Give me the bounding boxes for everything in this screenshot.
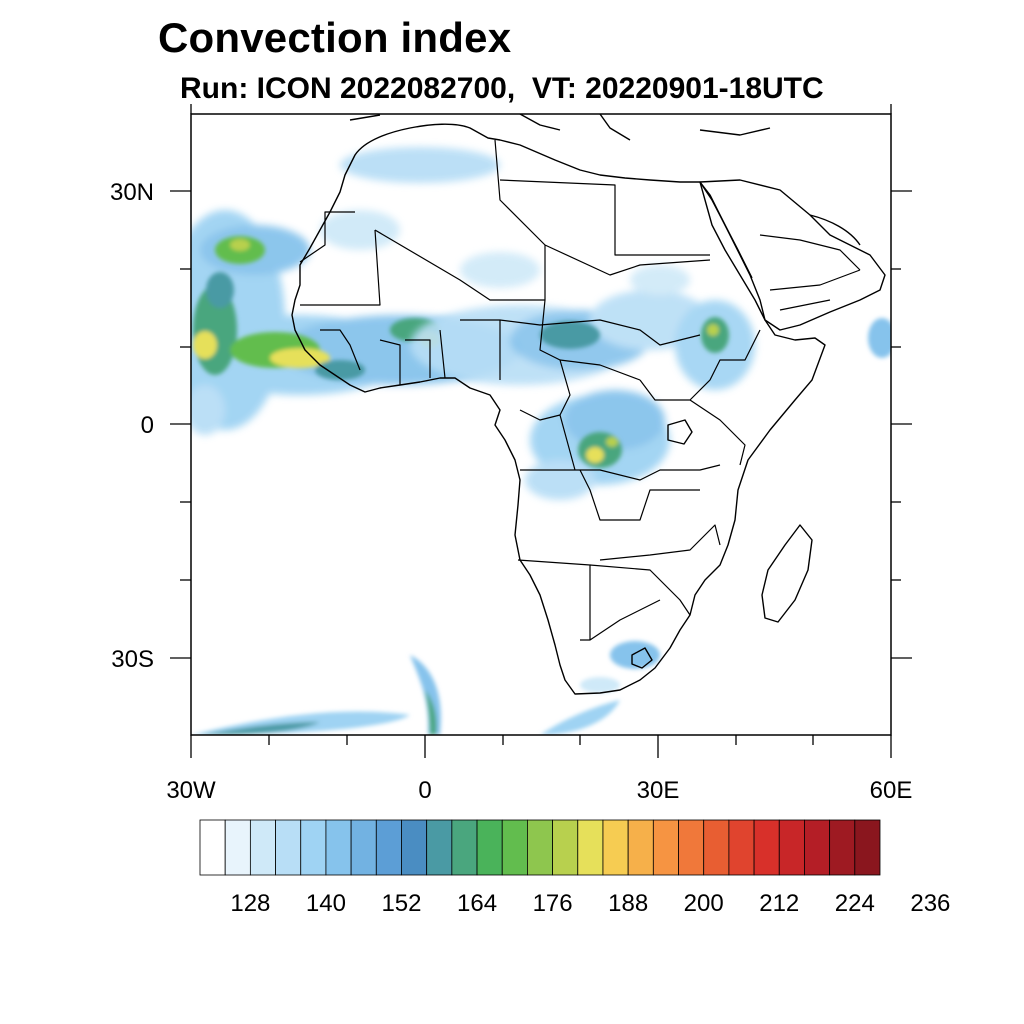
convection-south-africa [580,641,660,693]
colorbar-label: 212 [759,890,799,917]
x-tick-label: 30E [637,777,680,804]
colorbar-label: 188 [608,890,648,917]
convection-arabian-sea [868,318,891,358]
convection-congo-cores [578,432,622,468]
colorbar-swatch [778,819,805,876]
colorbar-label: 176 [533,890,573,917]
colorbar-swatch [275,819,302,876]
colorbar-swatch [577,819,604,876]
lake-victoria [667,419,693,445]
colorbar-label: 152 [381,890,421,917]
map-subtitle: Run: ICON 2022082700, VT: 20220901-18UTC [180,72,824,105]
convection-sahel [410,252,755,390]
colorbar-swatch [728,819,755,876]
colorbar-swatch [350,819,377,876]
border-lines-arabia [759,234,861,311]
colorbar-swatch [753,819,780,876]
colorbar-swatch [224,819,251,876]
convection-south-atlantic [191,655,620,735]
colorbar-swatch [703,819,730,876]
colorbar-swatch [375,819,402,876]
colorbar-swatch [476,819,503,876]
border-lines-west [320,329,446,385]
colorbar-label: 236 [910,890,950,917]
colorbar-swatch [451,819,478,876]
colorbar [199,819,881,876]
colorbar-swatch [426,819,453,876]
colorbar-swatch [854,819,881,876]
y-tick-label: 30S [111,646,154,673]
convection-sahel-cores [540,317,729,353]
africa-coastline [291,123,826,695]
country-borders [299,139,861,641]
colorbar-swatch [199,819,226,876]
colorbar-swatch [602,819,629,876]
colorbar-swatch [678,819,705,876]
colorbar-swatch [627,819,654,876]
x-tick-label: 0 [418,777,431,804]
colorbar-swatch [552,819,579,876]
border-lines-central [460,299,761,641]
persian-gulf [809,214,861,246]
colorbar-swatch [401,819,428,876]
colorbar-swatch [829,819,856,876]
colorbar-label: 128 [230,890,270,917]
x-tick-label: 60E [870,777,913,804]
colorbar-label: 164 [457,890,497,917]
axis-ticks [170,104,912,758]
colorbar-labels: 128 140 152 164 176 188 200 212 224 236 [230,890,950,917]
colorbar-swatch [249,819,276,876]
colorbar-label: 200 [684,890,724,917]
colorbar-label: 140 [306,890,346,917]
arabia-coastline [699,179,886,331]
colorbar-swatch [325,819,352,876]
lesotho [631,647,653,669]
colorbar-swatch [501,819,528,876]
x-tick-label: 30W [166,777,216,804]
mediterranean-north [349,114,771,141]
coastlines [291,114,886,695]
y-tick-label: 0 [141,412,154,439]
colorbar-swatch [804,819,831,876]
y-tick-label: 30N [110,179,154,206]
colorbar-swatch [300,819,327,876]
red-sea-coast [699,181,753,279]
colorbar-label: 224 [835,890,875,917]
madagascar-coastline [761,524,813,623]
map-title: Convection index [158,14,512,61]
colorbar-swatch [652,819,679,876]
colorbar-swatch [527,819,553,876]
